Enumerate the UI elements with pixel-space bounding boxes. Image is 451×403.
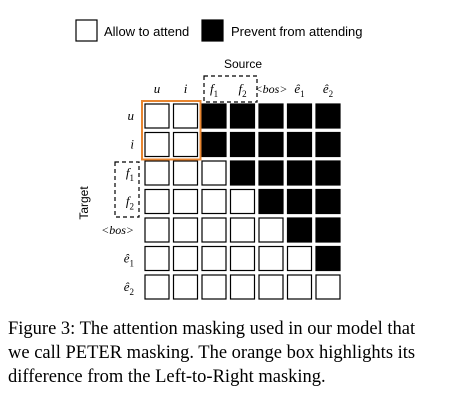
mask-cell [172, 245, 199, 272]
mask-cell [201, 245, 227, 272]
target-feature-group-box [114, 161, 140, 218]
column-label-1: i [184, 81, 188, 96]
mask-cell [144, 245, 170, 272]
legend: Allow to attend Prevent from attending [75, 19, 363, 42]
mask-cell [258, 188, 284, 215]
row-label-3: f2 [126, 194, 134, 212]
column-label-0: u [154, 81, 161, 96]
legend-prevent-label: Prevent from attending [231, 24, 363, 39]
mask-cell [286, 274, 313, 300]
mask-cell [201, 217, 227, 243]
mask-cell [229, 160, 256, 186]
mask-cell [229, 131, 256, 158]
mask-cell [201, 188, 227, 215]
mask-cell [229, 217, 256, 243]
mask-cell [315, 245, 341, 272]
column-labels: u i f1 f2 <bos> ê1 ê2 [154, 81, 333, 99]
row-label-5: ê1 [124, 251, 134, 269]
mask-cell [172, 160, 199, 186]
mask-cell [144, 160, 170, 186]
row-label-1: i [130, 137, 134, 152]
caption-line-3: difference from the Left-to-Right maskin… [8, 367, 326, 387]
mask-cell [201, 274, 227, 300]
mask-cell [144, 274, 170, 300]
attention-mask-diagram: Allow to attend Prevent from attending S… [75, 19, 363, 300]
mask-cell [315, 131, 341, 158]
mask-cell [229, 103, 256, 129]
mask-cell [229, 274, 256, 300]
legend-allow-label: Allow to attend [104, 24, 189, 39]
mask-cell [286, 217, 313, 243]
column-label-6: ê2 [323, 81, 333, 99]
orange-highlight-box [141, 100, 202, 161]
source-feature-group-box [203, 75, 258, 103]
source-axis-label: Source [224, 57, 262, 71]
mask-cell [144, 217, 170, 243]
mask-cell [258, 103, 284, 129]
mask-cell [315, 188, 341, 215]
column-label-4: <bos> [255, 82, 288, 96]
mask-cell [144, 188, 170, 215]
mask-cell [258, 245, 284, 272]
mask-cell [258, 131, 284, 158]
caption-line-1: Figure 3: The attention masking used in … [8, 319, 416, 339]
column-label-5: ê1 [294, 81, 304, 99]
caption-line-2: we call PETER masking. The orange box hi… [8, 343, 416, 363]
mask-cell [315, 274, 341, 300]
mask-cell [286, 245, 313, 272]
mask-cell [144, 103, 170, 129]
legend-allow-swatch [75, 19, 98, 42]
row-label-0: u [128, 108, 135, 123]
mask-cell [144, 131, 170, 158]
mask-cell [258, 160, 284, 186]
row-labels: ui f1 f2 <bos> ê1 ê2 [101, 108, 134, 297]
figure-caption: Figure 3: The attention masking used in … [8, 317, 448, 389]
mask-cell [172, 274, 199, 300]
mask-cell [315, 217, 341, 243]
mask-cell [286, 188, 313, 215]
mask-cell [286, 103, 313, 129]
mask-cell [229, 188, 256, 215]
row-label-2: f1 [126, 165, 134, 183]
mask-cell [201, 160, 227, 186]
mask-cell [172, 103, 199, 129]
mask-cell [315, 103, 341, 129]
row-label-4: <bos> [101, 223, 134, 237]
target-axis-label: Target [77, 186, 91, 220]
column-label-3: f2 [238, 81, 246, 99]
mask-cell [315, 160, 341, 186]
mask-cell [172, 217, 199, 243]
mask-cell [201, 131, 227, 158]
mask-cell [201, 103, 227, 129]
legend-prevent-swatch [201, 19, 224, 42]
mask-cell [286, 160, 313, 186]
column-label-2: f1 [210, 81, 218, 99]
mask-cell [258, 217, 284, 243]
mask-cell [286, 131, 313, 158]
mask-cell [229, 245, 256, 272]
mask-cell [258, 274, 284, 300]
mask-grid [144, 103, 341, 300]
mask-cell [172, 131, 199, 158]
mask-cell [172, 188, 199, 215]
row-label-6: ê2 [124, 279, 134, 297]
